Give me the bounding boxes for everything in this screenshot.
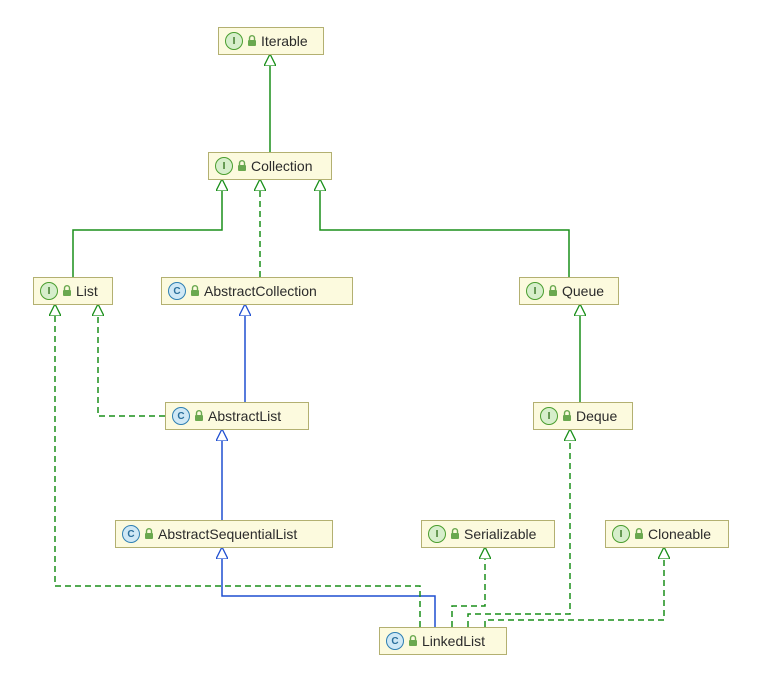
node-label: List [76,283,98,299]
node-label: AbstractCollection [204,283,317,299]
lock-icon [450,528,460,540]
edge-List-Collection [73,180,222,277]
edges-layer [0,0,761,685]
interface-badge-icon: I [225,32,243,50]
lock-icon [190,285,200,297]
lock-icon [634,528,644,540]
node-AbstractCollection: C AbstractCollection [161,277,353,305]
node-Deque: I Deque [533,402,633,430]
edge-Queue-Collection [320,180,569,277]
lock-icon [237,160,247,172]
edge-LinkedList-AbstractSequentialList [222,548,435,627]
interface-badge-icon: I [40,282,58,300]
node-AbstractSequentialList: C AbstractSequentialList [115,520,333,548]
node-LinkedList: C LinkedList [379,627,507,655]
class-badge-icon: C [122,525,140,543]
interface-badge-icon: I [612,525,630,543]
class-badge-icon: C [386,632,404,650]
interface-badge-icon: I [215,157,233,175]
node-label: Serializable [464,526,536,542]
edge-AbstractList-List [98,305,165,416]
node-label: Queue [562,283,604,299]
node-label: AbstractSequentialList [158,526,297,542]
node-List: I List [33,277,113,305]
node-label: AbstractList [208,408,281,424]
lock-icon [144,528,154,540]
edge-LinkedList-Cloneable [485,548,664,627]
class-badge-icon: C [168,282,186,300]
node-label: Cloneable [648,526,711,542]
edge-LinkedList-List [55,305,420,627]
lock-icon [247,35,257,47]
node-Iterable: I Iterable [218,27,324,55]
lock-icon [548,285,558,297]
interface-badge-icon: I [526,282,544,300]
node-AbstractList: C AbstractList [165,402,309,430]
node-label: Iterable [261,33,308,49]
lock-icon [62,285,72,297]
node-label: Collection [251,158,312,174]
interface-badge-icon: I [428,525,446,543]
interface-badge-icon: I [540,407,558,425]
lock-icon [194,410,204,422]
lock-icon [562,410,572,422]
node-Cloneable: I Cloneable [605,520,729,548]
node-label: LinkedList [422,633,485,649]
lock-icon [408,635,418,647]
node-label: Deque [576,408,617,424]
class-badge-icon: C [172,407,190,425]
edge-LinkedList-Serializable [452,548,485,627]
node-Queue: I Queue [519,277,619,305]
node-Collection: I Collection [208,152,332,180]
node-Serializable: I Serializable [421,520,555,548]
